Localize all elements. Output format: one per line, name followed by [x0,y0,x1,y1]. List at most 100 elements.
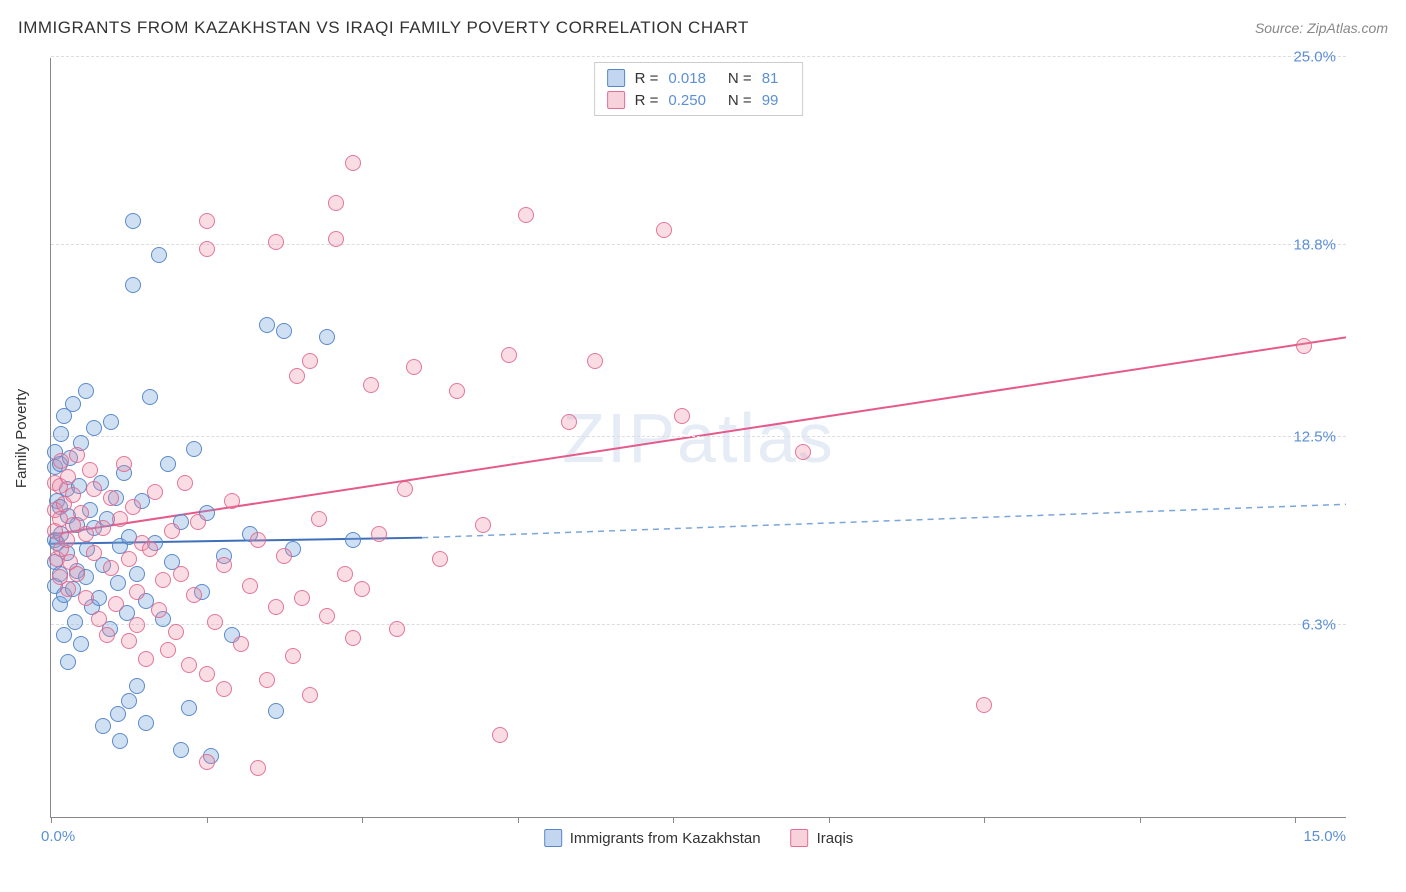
data-point [129,566,145,582]
swatch-series-b-icon [607,91,625,109]
data-point [432,551,448,567]
data-point [181,657,197,673]
data-point [78,383,94,399]
data-point [60,469,76,485]
chart-title: IMMIGRANTS FROM KAZAKHSTAN VS IRAQI FAMI… [18,18,749,38]
data-point [345,155,361,171]
data-point [561,414,577,430]
data-point [86,481,102,497]
data-point [216,557,232,573]
data-point [276,548,292,564]
data-point [233,636,249,652]
data-point [73,505,89,521]
x-axis-max-label: 15.0% [1303,828,1346,845]
data-point [67,614,83,630]
data-point [173,742,189,758]
data-point [363,377,379,393]
n-value-b: 99 [762,92,779,109]
data-point [259,672,275,688]
data-point [345,630,361,646]
data-point [164,523,180,539]
data-point [116,456,132,472]
data-point [95,520,111,536]
data-point [199,754,215,770]
legend-item-a: Immigrants from Kazakhstan [544,829,761,847]
data-point [108,596,124,612]
scatter-chart: ZIPatlas R = 0.018 N = 81 R = 0.250 N = … [50,58,1346,818]
data-point [328,231,344,247]
data-point [99,627,115,643]
data-point [103,490,119,506]
stats-legend-row-a: R = 0.018 N = 81 [607,67,791,89]
data-point [587,353,603,369]
data-point [112,511,128,527]
data-point [475,517,491,533]
data-point [259,317,275,333]
data-point [56,627,72,643]
x-tick [1295,817,1296,823]
data-point [69,447,85,463]
data-point [181,700,197,716]
data-point [65,487,81,503]
data-point [121,693,137,709]
y-axis-label: Family Poverty [14,388,31,487]
data-point [406,359,422,375]
data-point [302,353,318,369]
data-point [501,347,517,363]
data-point [207,614,223,630]
legend-label-a: Immigrants from Kazakhstan [570,830,761,847]
data-point [160,642,176,658]
data-point [371,526,387,542]
data-point [129,617,145,633]
data-point [224,493,240,509]
data-point [294,590,310,606]
r-label: R = [635,92,659,109]
data-point [250,532,266,548]
data-point [1296,338,1312,354]
data-point [60,581,76,597]
data-point [112,733,128,749]
data-point [268,599,284,615]
data-point [168,624,184,640]
x-axis-min-label: 0.0% [41,828,75,845]
data-point [199,213,215,229]
x-tick [518,817,519,823]
data-point [328,195,344,211]
data-point [129,584,145,600]
data-point [250,760,266,776]
data-point [103,414,119,430]
data-point [155,572,171,588]
data-point [345,532,361,548]
n-label: N = [728,92,752,109]
y-tick-label: 25.0% [1293,49,1336,66]
x-tick [362,817,363,823]
y-tick-label: 18.8% [1293,237,1336,254]
data-point [518,207,534,223]
data-point [147,484,163,500]
data-point [319,608,335,624]
data-point [302,687,318,703]
swatch-series-b-icon [791,829,809,847]
data-point [190,514,206,530]
data-point [311,511,327,527]
data-point [389,621,405,637]
data-point [78,590,94,606]
stats-legend: R = 0.018 N = 81 R = 0.250 N = 99 [594,62,804,116]
data-point [242,578,258,594]
data-point [160,456,176,472]
data-point [976,697,992,713]
swatch-series-a-icon [544,829,562,847]
data-point [492,727,508,743]
data-point [795,444,811,460]
data-point [138,715,154,731]
x-tick [829,817,830,823]
data-point [125,499,141,515]
data-point [138,651,154,667]
data-point [95,718,111,734]
data-point [125,277,141,293]
legend-item-b: Iraqis [791,829,854,847]
data-point [289,368,305,384]
data-point [125,213,141,229]
data-point [354,581,370,597]
data-point [110,575,126,591]
